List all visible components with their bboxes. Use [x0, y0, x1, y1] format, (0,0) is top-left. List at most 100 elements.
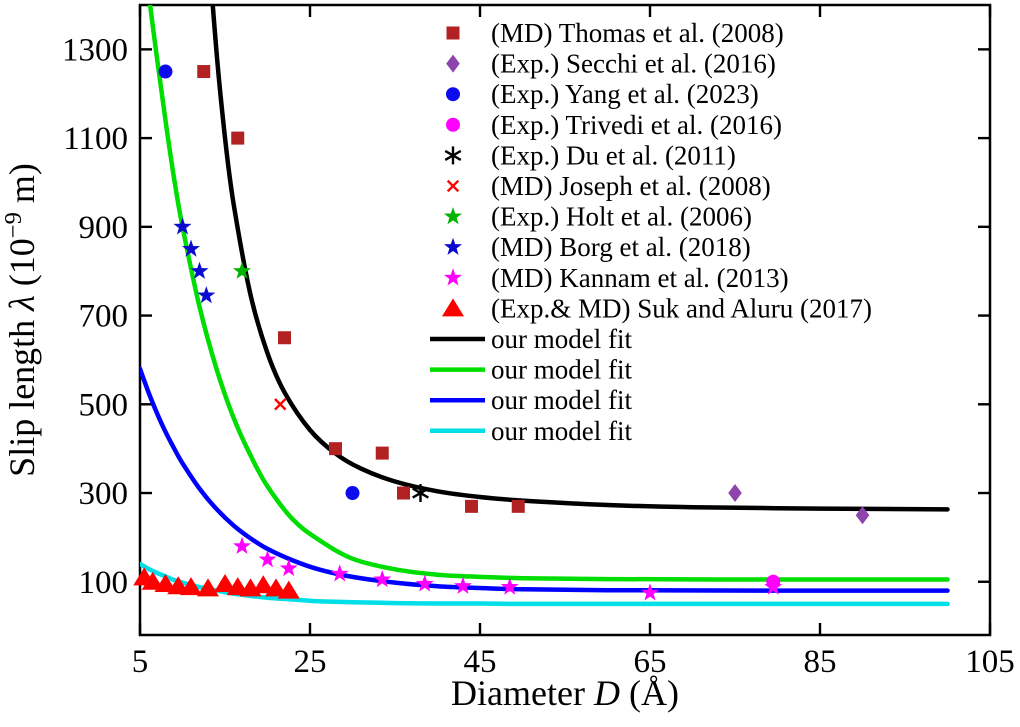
- x-tick-label: 85: [804, 644, 837, 680]
- legend-label: (Exp.) Secchi et al. (2016): [491, 49, 776, 79]
- y-tick-labels: 100 300 500 700 900 1100 1300: [62, 32, 128, 600]
- data-point: [465, 499, 478, 513]
- data-point: [214, 573, 236, 592]
- data-point: [375, 446, 389, 460]
- legend-item: (MD) Thomas et al. (2008): [446, 18, 784, 48]
- legend-item: our model fit: [430, 324, 632, 354]
- legend-label: our model fit: [491, 324, 632, 354]
- data-point: [412, 484, 429, 503]
- data-point: [252, 575, 275, 594]
- legend-item: (MD) Borg et al. (2018): [443, 232, 751, 262]
- data-point: [277, 580, 300, 599]
- legend-label: our model fit: [491, 416, 632, 446]
- y-tick-label: 1300: [62, 32, 128, 68]
- fit-green-line: [147, 5, 950, 582]
- legend-item: our model fit: [430, 355, 632, 385]
- x-tick-label: 65: [634, 644, 667, 680]
- legend: (MD) Thomas et al. (2008)(Exp.) Secchi e…: [430, 18, 872, 446]
- data-point: [511, 499, 525, 513]
- data-point: [329, 442, 342, 456]
- x-tick-labels: 5 25 45 65 85 105: [132, 644, 1015, 680]
- series-joseph: [274, 398, 287, 411]
- y-tick-label: 1100: [63, 121, 128, 157]
- legend-item: our model fit: [430, 385, 632, 415]
- legend-item: our model fit: [430, 416, 632, 446]
- data-point: [158, 64, 173, 79]
- y-tick-label: 300: [79, 476, 129, 512]
- legend-item: (Exp.) Secchi et al. (2016): [446, 49, 776, 79]
- plot-frame: [138, 3, 992, 637]
- legend-item: (MD) Kannam et al. (2013): [443, 263, 789, 293]
- x-axis-label: Diameter D (Å): [451, 673, 679, 713]
- axis-ticks: [138, 5, 992, 635]
- series-suk: [133, 567, 300, 599]
- data-point: [279, 558, 298, 577]
- data-point: [397, 486, 410, 500]
- series-yang: [158, 64, 360, 501]
- data-point: [197, 578, 219, 597]
- legend-label: our model fit: [491, 355, 632, 385]
- data-point: [453, 576, 473, 594]
- fit-blue-line: [140, 366, 950, 593]
- y-tick-label: 700: [79, 299, 129, 335]
- legend-label: (Exp.& MD) Suk and Aluru (2017): [491, 293, 872, 323]
- data-point: [764, 577, 783, 595]
- data-point: [258, 550, 277, 568]
- data-point: [373, 570, 392, 588]
- data-point: [415, 574, 434, 592]
- legend-item: (Exp.& MD) Suk and Aluru (2017): [442, 293, 872, 323]
- legend-label: (Exp.) Du et al. (2011): [491, 140, 736, 170]
- data-point: [265, 578, 287, 597]
- data-point: [190, 261, 209, 279]
- fit-curves: [140, 5, 950, 607]
- legend-label: (Exp.) Yang et al. (2023): [491, 79, 759, 109]
- data-point: [232, 536, 252, 554]
- legend-label: (Exp.) Trivedi et al. (2016): [491, 110, 782, 140]
- legend-item: (Exp.) Yang et al. (2023): [446, 79, 759, 109]
- series-secchi: [728, 484, 870, 525]
- x-tick-label: 25: [294, 644, 327, 680]
- y-tick-label: 500: [79, 387, 129, 423]
- legend-item: (MD) Joseph et al. (2008): [446, 171, 771, 201]
- legend-label: (MD) Kannam et al. (2013): [491, 263, 789, 293]
- series-holt: [232, 261, 252, 279]
- series-borg: [173, 217, 216, 304]
- data-point: [141, 571, 164, 590]
- data-point: [180, 577, 202, 596]
- legend-label: our model fit: [491, 385, 632, 415]
- fit-black-line: [210, 5, 950, 512]
- data-point: [345, 486, 360, 501]
- data-point: [197, 65, 211, 79]
- data-point: [181, 239, 201, 257]
- y-tick-label: 900: [79, 210, 129, 246]
- data-point: [855, 506, 870, 525]
- series-du: [412, 484, 429, 503]
- data-point: [500, 577, 519, 595]
- legend-item: (Exp.) Holt et al. (2006): [443, 202, 752, 232]
- y-axis-label: Slip length λ (10−9 m): [0, 163, 42, 477]
- data-point: [173, 217, 192, 235]
- series-kannam: [232, 536, 783, 601]
- y-tick-label: 100: [79, 565, 129, 601]
- data-point: [640, 583, 660, 601]
- legend-label: (MD) Borg et al. (2018): [491, 232, 751, 262]
- legend-label: (MD) Thomas et al. (2008): [491, 18, 784, 48]
- x-tick-label: 5: [132, 644, 149, 680]
- legend-label: (MD) Joseph et al. (2008): [491, 171, 771, 201]
- data-point: [232, 261, 252, 279]
- legend-item: (Exp.) Trivedi et al. (2016): [446, 110, 782, 140]
- data-point: [330, 564, 349, 582]
- data-point: [231, 131, 245, 145]
- data-point: [728, 484, 742, 503]
- data-point: [278, 331, 291, 345]
- data-point: [154, 573, 177, 592]
- x-tick-label: 45: [464, 644, 497, 680]
- data-point: [274, 398, 287, 411]
- fit-cyan-line: [140, 561, 950, 607]
- data-point: [197, 286, 216, 304]
- x-tick-label: 105: [965, 644, 1015, 680]
- legend-item: (Exp.) Du et al. (2011): [444, 140, 736, 170]
- legend-label: (Exp.) Holt et al. (2006): [491, 202, 752, 232]
